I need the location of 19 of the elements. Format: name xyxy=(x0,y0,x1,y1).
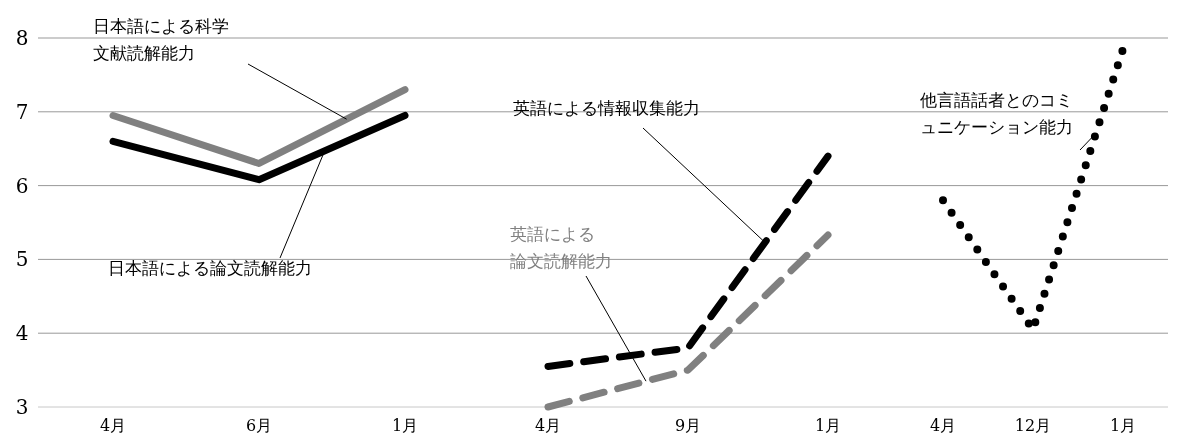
x-tick-label: 4月 xyxy=(99,416,127,435)
y-tick-label: 4 xyxy=(15,321,29,346)
x-tick-label: 6月 xyxy=(245,416,273,435)
x-tick-label: 1月 xyxy=(814,416,842,435)
x-tick-label: 4月 xyxy=(929,416,957,435)
y-tick-label: 7 xyxy=(15,99,29,124)
x-tick-label: 1月 xyxy=(1109,416,1137,435)
x-tick-label: 4月 xyxy=(534,416,562,435)
x-tick-label: 1月 xyxy=(391,416,419,435)
y-tick-label: 5 xyxy=(15,247,29,272)
text: 英語による情報収集能力 xyxy=(513,98,700,118)
x-tick-label: 12月 xyxy=(1014,416,1052,435)
y-tick-label: 8 xyxy=(15,26,29,50)
text: 日本語による科学文献読解能力 xyxy=(93,16,229,63)
y-tick-label: 6 xyxy=(15,173,29,198)
x-tick-label: 9月 xyxy=(674,416,702,435)
series-label: 他言語話者とのコミュニケーション能力 xyxy=(920,90,1073,137)
text: 日本語による論文読解能力 xyxy=(108,258,312,278)
y-tick-label: 3 xyxy=(15,395,29,419)
